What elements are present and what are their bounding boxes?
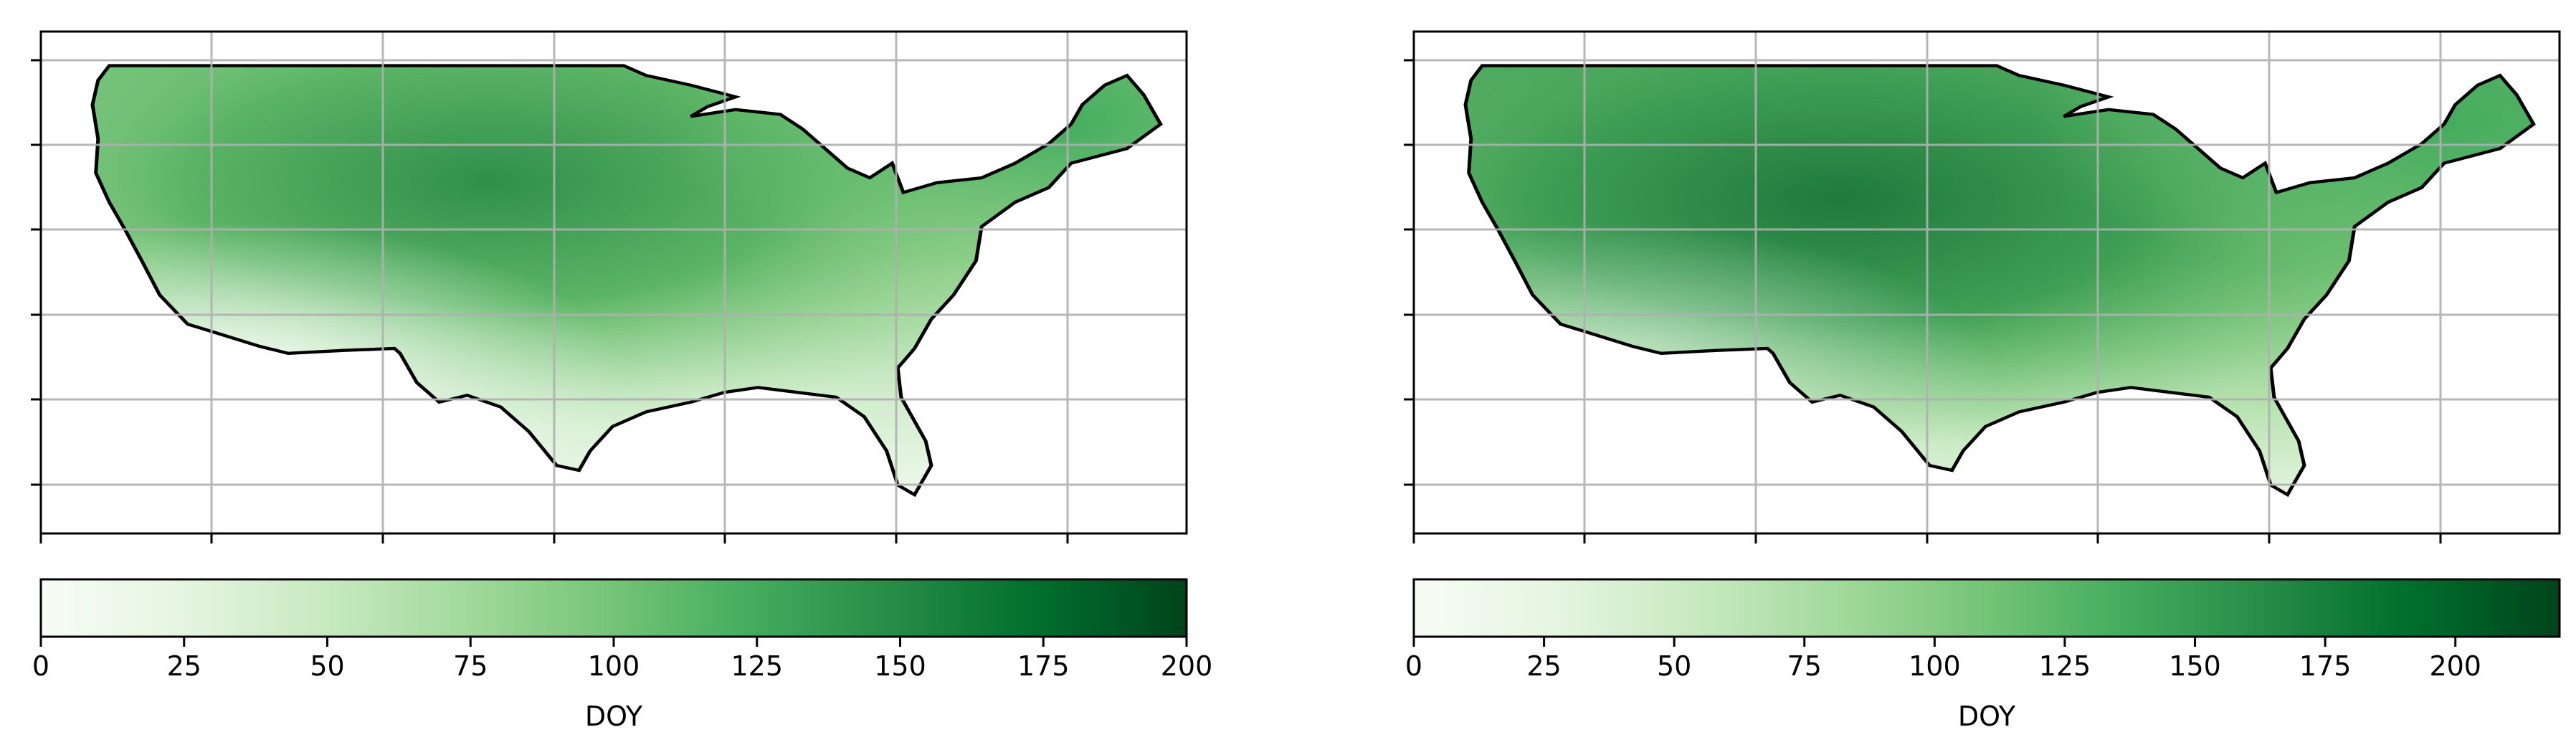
right-gridlines	[1414, 32, 2560, 533]
colorbar-tick-label: 75	[1787, 650, 1822, 682]
colorbar-tick-label: 75	[453, 650, 488, 682]
right-map-axes	[1404, 30, 2561, 543]
colorbar-tick-label: 150	[874, 650, 926, 682]
colorbar-tick-label: 100	[588, 650, 640, 682]
right-colorbar: 0 25 50 75 100 125 150 175 200 DOY	[1405, 578, 2561, 732]
right-colorbar-ticks: 0 25 50 75 100 125 150 175 200	[1405, 637, 2481, 682]
colorbar-tick-label: 100	[1909, 650, 1961, 682]
right-colorbar-label: DOY	[1958, 701, 2016, 732]
colorbar-tick-label: 0	[32, 650, 49, 682]
right-map-ticks	[1404, 59, 2442, 543]
colorbar-tick-label: 50	[1657, 650, 1691, 682]
left-gridlines	[41, 32, 1187, 533]
colorbar-tick-label: 200	[1161, 650, 1213, 682]
left-colorbar-label: DOY	[585, 701, 643, 732]
right-colorbar-gradient	[1412, 578, 2561, 638]
colorbar-tick-label: 0	[1405, 650, 1422, 682]
colorbar-tick-label: 25	[167, 650, 201, 682]
left-colorbar-ticks: 0 25 50 75 100 125 150 175 200	[32, 637, 1212, 682]
left-map-axes	[31, 30, 1188, 543]
left-colorbar-gradient	[39, 578, 1188, 638]
colorbar-tick-label: 175	[2299, 650, 2352, 682]
colorbar-tick-label: 200	[2429, 650, 2481, 682]
colorbar-tick-label: 125	[2039, 650, 2091, 682]
colorbar-tick-label: 150	[2169, 650, 2221, 682]
colorbar-tick-label: 125	[731, 650, 783, 682]
right-panel: 0 25 50 75 100 125 150 175 200 DOY	[1404, 30, 2561, 732]
left-map-ticks	[31, 59, 1069, 543]
colorbar-tick-label: 50	[310, 650, 344, 682]
colorbar-tick-label: 25	[1526, 650, 1561, 682]
left-panel: 0 25 50 75 100 125 150 175 200 DOY	[31, 30, 1212, 732]
colorbar-tick-label: 175	[1017, 650, 1070, 682]
left-colorbar: 0 25 50 75 100 125 150 175 200 DOY	[32, 578, 1212, 732]
